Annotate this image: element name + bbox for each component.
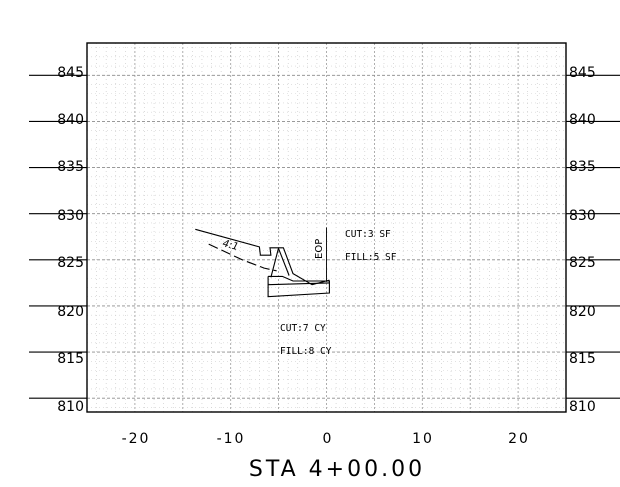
- slope-label: 4:1: [221, 238, 239, 253]
- cut-volume-label: CUT:7 CY: [280, 323, 326, 334]
- section-line-6: [278, 248, 290, 276]
- plot-grid: [87, 43, 566, 412]
- offset-label-20: 20: [508, 431, 530, 447]
- eop-label: EOP: [314, 239, 325, 259]
- elevation-label-right-845: 845: [569, 65, 596, 81]
- elevation-label-left-810: 810: [57, 399, 84, 415]
- left-elevation-labels: 845 840 835 830 825 820 815 810: [57, 65, 84, 415]
- elevation-label-right-830: 830: [569, 208, 596, 224]
- elevation-label-right-815: 815: [569, 351, 596, 367]
- offset-label-0: 0: [323, 431, 332, 447]
- elevation-label-right-820: 820: [569, 304, 596, 320]
- section-line-4: [268, 282, 330, 286]
- section-line-1: [195, 228, 330, 286]
- right-elevation-labels: 845 840 835 830 825 820 815 810: [569, 65, 596, 415]
- plot-frame: [86, 42, 567, 413]
- elevation-guide-lines: [29, 74, 620, 399]
- section-annotations: 4:1 EOP CUT:3 SF FILL:5 SF CUT:7 CY FILL…: [221, 229, 397, 357]
- elevation-label-right-810: 810: [569, 399, 596, 415]
- offset-label-minus-20: -20: [122, 431, 151, 447]
- offset-labels: -20 -10 0 10 20: [122, 431, 530, 447]
- offset-label-10: 10: [412, 431, 434, 447]
- elevation-label-right-840: 840: [569, 112, 596, 128]
- section-profile: [195, 227, 330, 298]
- section-line-3: [267, 275, 330, 298]
- elevation-label-right-825: 825: [569, 255, 596, 271]
- offset-label-minus-10: -10: [217, 431, 246, 447]
- fill-volume-label: FILL:8 CY: [280, 346, 332, 357]
- section-line-2: [208, 243, 277, 272]
- elevation-label-left-840: 840: [57, 112, 84, 128]
- station-title: STA 4+00.00: [249, 457, 425, 482]
- elevation-label-left-825: 825: [57, 255, 84, 271]
- elevation-label-left-815: 815: [57, 351, 84, 367]
- cut-area-label: CUT:3 SF: [345, 229, 391, 240]
- fill-area-label: FILL:5 SF: [345, 252, 397, 263]
- section-line-5: [270, 247, 280, 278]
- elevation-label-left-845: 845: [57, 65, 84, 81]
- elevation-label-right-835: 835: [569, 159, 596, 175]
- elevation-label-left-820: 820: [57, 304, 84, 320]
- elevation-label-left-835: 835: [57, 159, 84, 175]
- elevation-label-left-830: 830: [57, 208, 84, 224]
